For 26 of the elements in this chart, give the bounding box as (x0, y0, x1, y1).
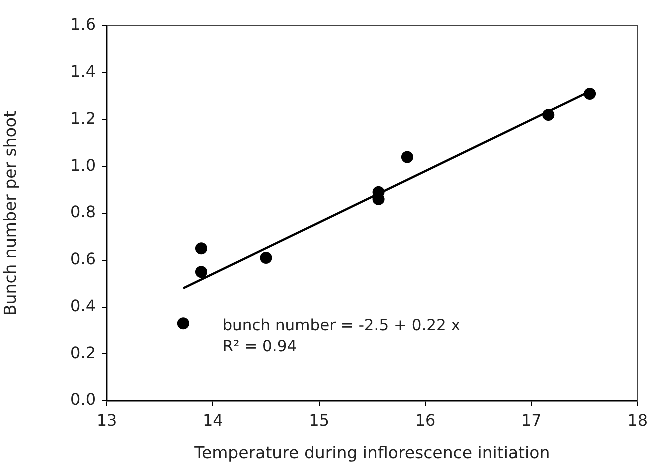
point (584, 88, 596, 100)
point (177, 318, 190, 330)
annotation: R² = 0.94 (222, 338, 298, 356)
x-tick-label: 13 (96, 410, 118, 430)
y-tick-label: 0.0 (70, 390, 96, 410)
x-tick-label: 14 (202, 410, 224, 430)
y-tick-label: 0.4 (70, 296, 96, 316)
point (260, 252, 272, 264)
point (401, 151, 414, 164)
y-tick-label: 1.6 (70, 15, 96, 34)
x-tick-label: 15 (309, 410, 330, 430)
point (542, 109, 555, 122)
point (195, 242, 208, 255)
point (195, 266, 208, 278)
y-tick-label: 0.6 (70, 250, 96, 269)
x-tick-label: 17 (521, 410, 542, 430)
y-tick-label: 0.2 (70, 343, 96, 362)
y-tick-label: 0.8 (70, 202, 96, 222)
annotation: bunch number = -2.5 + 0.22 x (222, 316, 461, 334)
y-tick-label: 1.0 (70, 156, 96, 175)
y-tick-label: 1.4 (70, 62, 96, 82)
x-axis-title: Temperature during inflorescence initiation (194, 443, 550, 462)
x-tick-label: 18 (628, 410, 648, 430)
x-tick-label: 16 (415, 410, 436, 430)
y-tick-label: 1.2 (70, 108, 96, 128)
y-axis-title: Bunch number per shoot (1, 110, 20, 316)
